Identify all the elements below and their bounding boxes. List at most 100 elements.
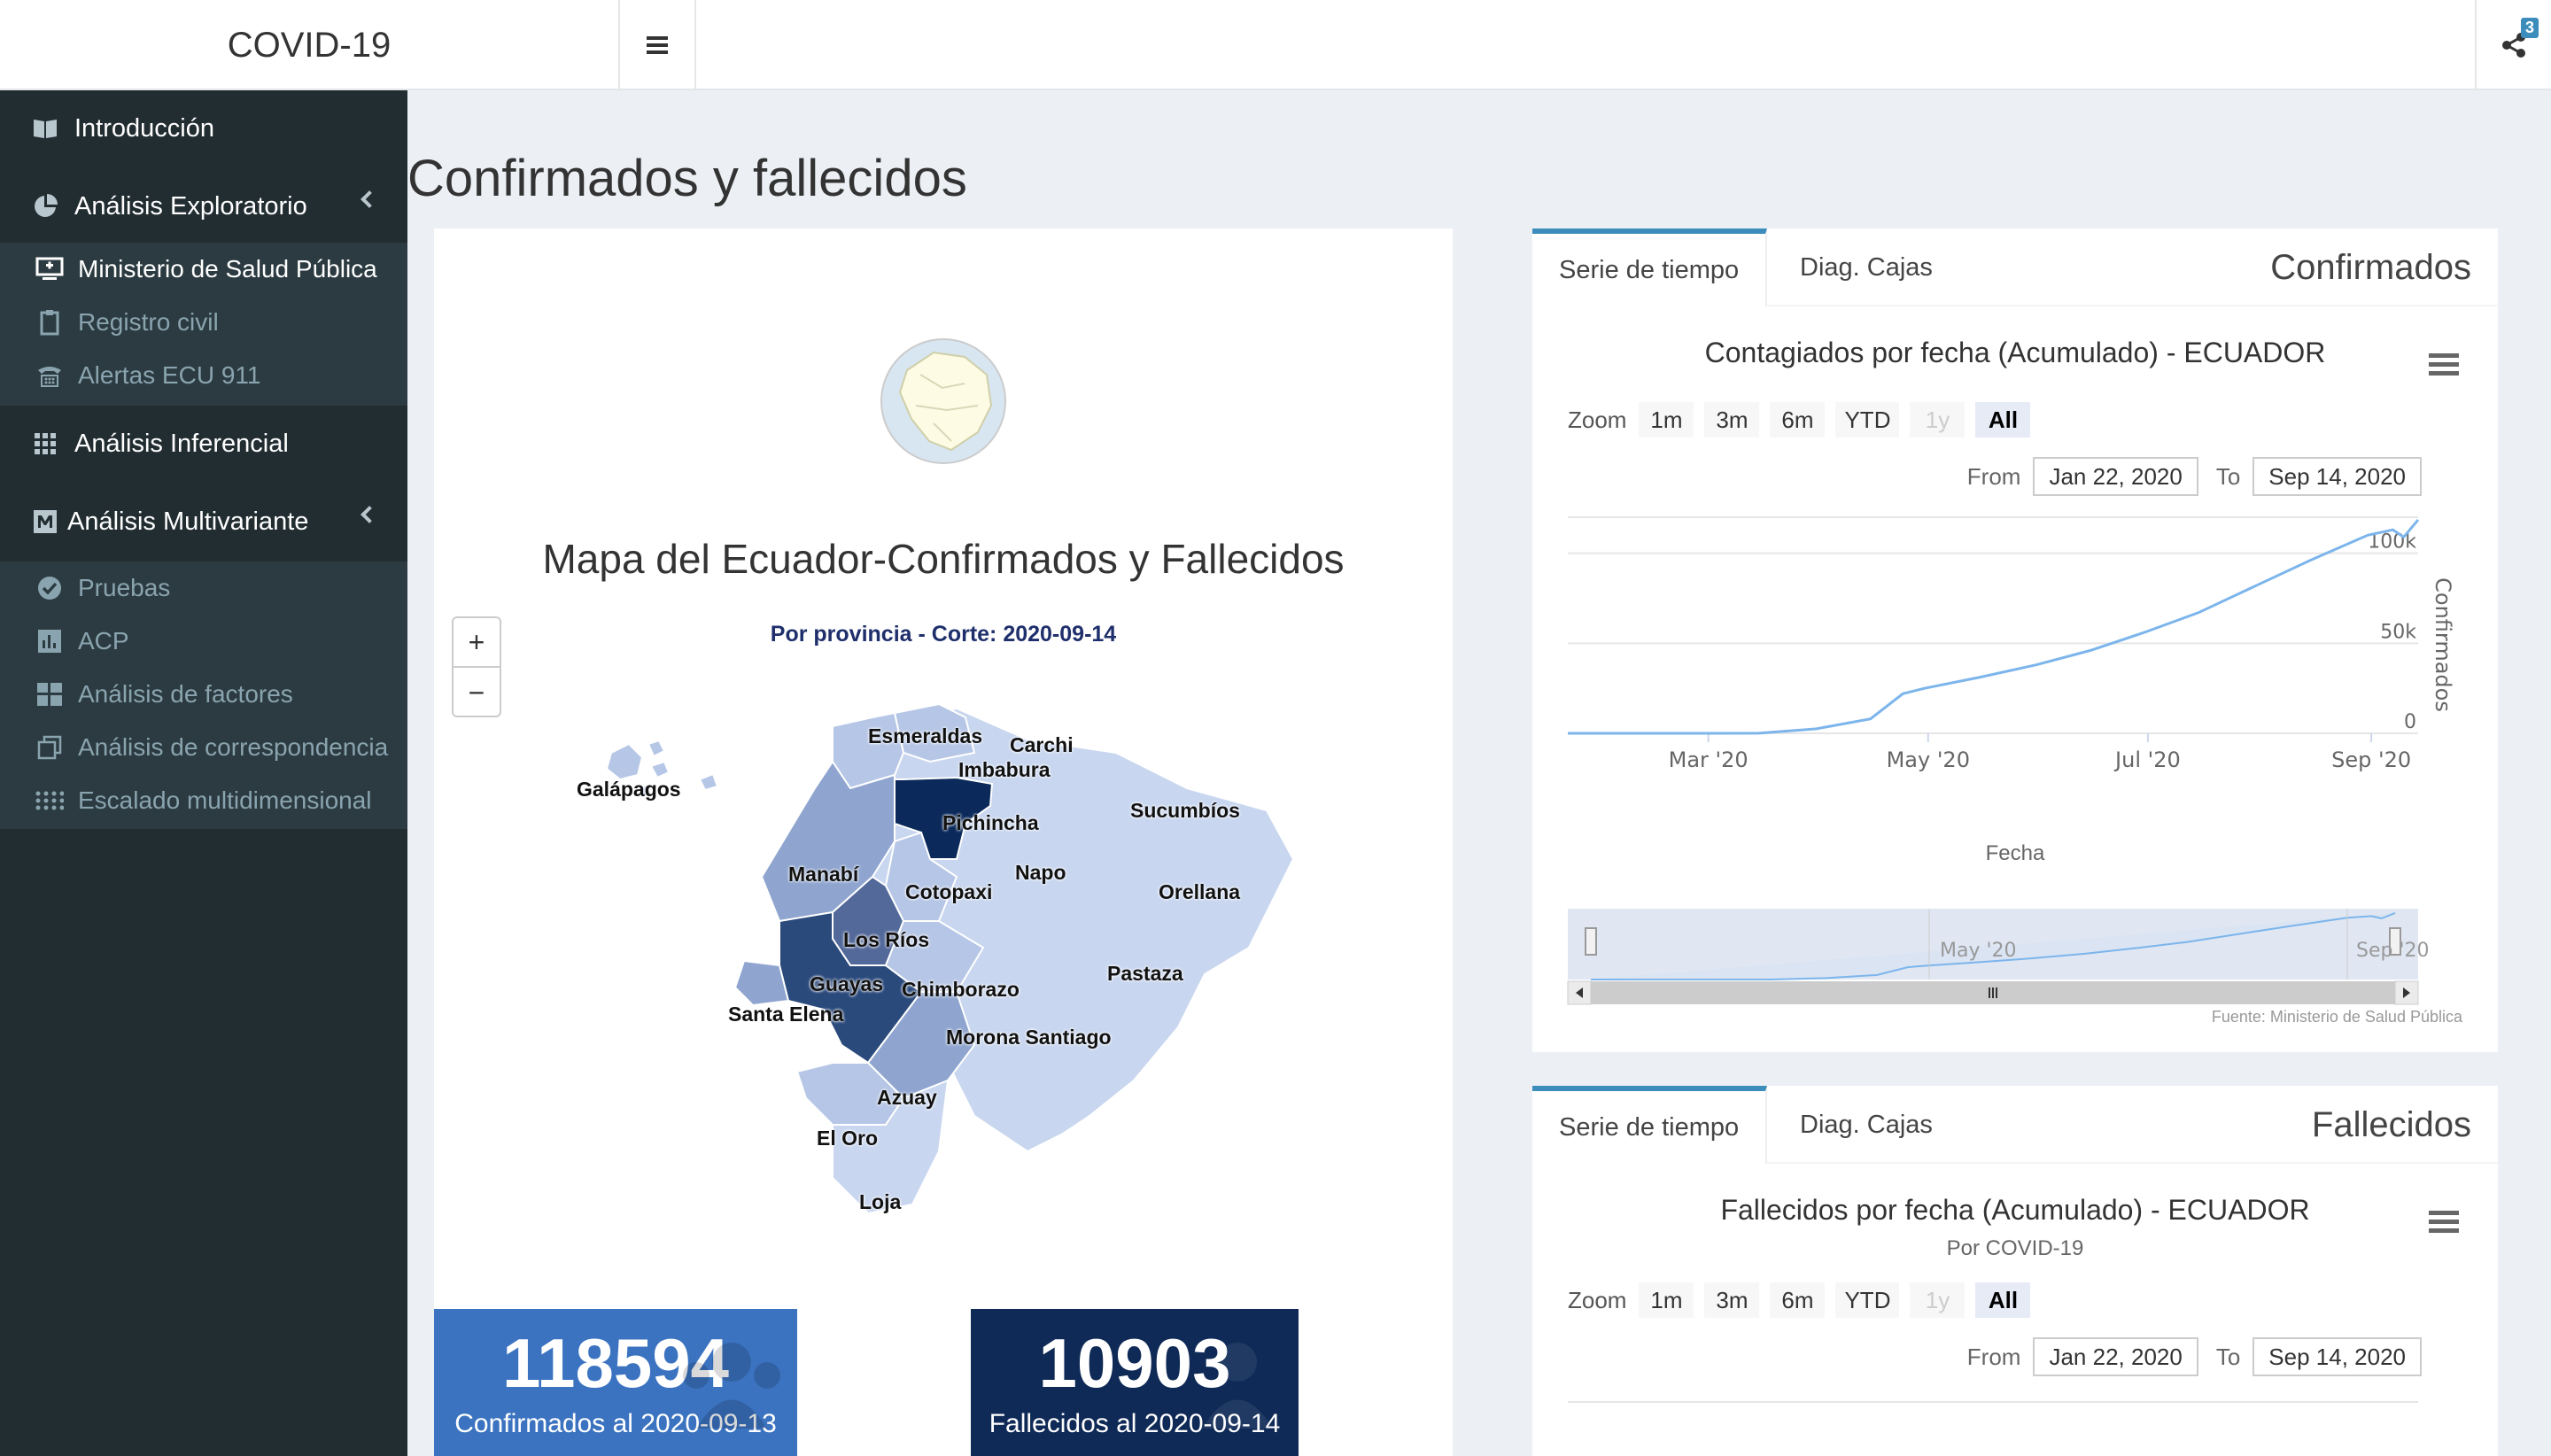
sidebar-item-label: Escalado multidimensional [78, 786, 372, 814]
zoom-ytd-button[interactable]: YTD [1835, 402, 1900, 438]
y-tick-label: 100k [2368, 531, 2416, 554]
zoom-1y-button[interactable]: 1y [1910, 402, 1966, 438]
tab-bar: Serie de tiempo Diag. Cajas Confirmados [1532, 228, 2498, 306]
to-label: To [2215, 1343, 2241, 1370]
sidebar-item-pruebas[interactable]: Pruebas [0, 561, 407, 615]
sidebar-item-ministerio-salud[interactable]: Ministerio de Salud Pública [0, 243, 407, 296]
chevron-left-icon [361, 190, 378, 208]
sidebar-item-label: ACP [78, 627, 129, 654]
sidebar-item-alertas-ecu911[interactable]: Alertas ECU 911 [0, 349, 407, 402]
to-label: To [2215, 462, 2241, 490]
chart-credits[interactable]: Fuente: Ministerio de Salud Pública [2211, 1008, 2462, 1026]
zoom-all-button[interactable]: All [1975, 402, 2031, 438]
tab-serie-de-tiempo[interactable]: Serie de tiempo [1532, 1086, 1768, 1164]
clone-icon [35, 733, 64, 762]
sidebar-item-analisis-inferencial[interactable]: Análisis Inferencial [0, 413, 407, 475]
check-circle-icon [35, 574, 64, 602]
province-label: Galápagos [577, 778, 681, 801]
province-label: Cotopaxi [905, 880, 993, 903]
tab-serie-de-tiempo[interactable]: Serie de tiempo [1532, 228, 1768, 306]
province-label: Guayas [810, 972, 884, 995]
province-label: Sucumbíos [1130, 799, 1240, 822]
province-label: Orellana [1159, 880, 1241, 903]
sidebar-toggle-button[interactable] [620, 0, 696, 90]
tab-diag-cajas[interactable]: Diag. Cajas [1800, 252, 1933, 282]
sidebar-item-label: Introducción [74, 113, 214, 143]
x-tick-label: Sep '20 [2331, 747, 2411, 772]
zoom-ytd-button[interactable]: YTD [1835, 1282, 1900, 1318]
province-label: Pichincha [942, 811, 1039, 834]
map-subtitle: Por provincia - Corte: 2020-09-14 [770, 622, 1117, 647]
zoom-1m-button[interactable]: 1m [1639, 1282, 1694, 1318]
navigator-left-handle[interactable] [1585, 927, 1597, 956]
map-zoom-control: + − [452, 616, 501, 717]
tab-bar: Serie de tiempo Diag. Cajas Fallecidos [1532, 1086, 2498, 1164]
zoom-6m-button[interactable]: 6m [1770, 1282, 1826, 1318]
sidebar-item-label: Análisis Exploratorio [74, 191, 307, 221]
province-label: Carchi [1010, 733, 1074, 756]
share-button[interactable]: 3 [2475, 0, 2551, 90]
navigator-label: Sep '20 [2356, 940, 2430, 962]
clipboard-icon [35, 308, 64, 337]
top-navbar: COVID-19 3 [0, 0, 2551, 90]
zoom-3m-button[interactable]: 3m [1704, 402, 1760, 438]
from-date-input[interactable]: Jan 22, 2020 [2033, 1337, 2198, 1376]
date-range: From Jan 22, 2020 To Sep 14, 2020 [1967, 1337, 2422, 1376]
range-selector: Zoom 1m 3m 6m YTD 1y All [1568, 402, 2041, 438]
bar-chart-icon [35, 627, 64, 655]
sidebar-item-label: Análisis Multivariante [67, 507, 309, 536]
chart-menu-icon[interactable] [2429, 349, 2459, 380]
zoom-1y-button[interactable]: 1y [1910, 1282, 1966, 1318]
grid-icon [30, 429, 60, 459]
sidebar-item-acp[interactable]: ACP [0, 615, 407, 668]
zoom-label: Zoom [1568, 406, 1627, 433]
deaths-value-box: 10903 Fallecidos al 2020-09-14 [971, 1309, 1299, 1456]
chart-menu-icon[interactable] [2429, 1206, 2459, 1237]
sidebar-item-label: Alertas ECU 911 [78, 361, 261, 389]
province-label: Esmeraldas [868, 724, 983, 747]
share-icon [2502, 33, 2525, 58]
sidebar-item-analisis-correspondencia[interactable]: Análisis de correspondencia [0, 721, 407, 774]
navigator-right-handle[interactable] [2389, 927, 2401, 956]
sidebar-item-escalado-multidimensional[interactable]: Escalado multidimensional [0, 774, 407, 827]
map-zoom-in-button[interactable]: + [454, 618, 500, 668]
from-date-input[interactable]: Jan 22, 2020 [2033, 457, 2198, 496]
zoom-3m-button[interactable]: 3m [1704, 1282, 1760, 1318]
x-tick-label: May '20 [1887, 747, 1970, 772]
sidebar-item-analisis-multivariante[interactable]: Análisis Multivariante [0, 491, 407, 553]
dots-icon [35, 786, 64, 815]
zoom-1m-button[interactable]: 1m [1639, 402, 1694, 438]
card-title: Confirmados [2270, 248, 2471, 287]
y-tick-label: 50k [2380, 621, 2416, 643]
to-date-input[interactable]: Sep 14, 2020 [2252, 1337, 2422, 1376]
sidebar-item-introduccion[interactable]: Introducción [0, 97, 407, 159]
province-label: Manabí [788, 863, 859, 886]
confirmed-line-chart[interactable]: 0 50k 100k Mar '20 May '20 Jul '20 Sep '20 Co… [1532, 512, 2498, 1043]
to-date-input[interactable]: Sep 14, 2020 [2252, 457, 2422, 496]
chart-title: Fallecidos por fecha (Acumulado) - ECUAD… [1720, 1194, 2310, 1226]
phone-icon [35, 361, 64, 390]
chevron-left-icon [361, 506, 378, 523]
chart-top-gridline [1568, 1401, 2418, 1403]
hamburger-icon [647, 33, 668, 58]
th-large-icon [35, 680, 64, 709]
navigator-mask [1568, 909, 2418, 980]
sidebar-item-analisis-factores[interactable]: Análisis de factores [0, 668, 407, 721]
province-galapagos [605, 739, 719, 799]
confirmed-caption: Confirmados al 2020-09-13 [454, 1409, 777, 1438]
x-axis-title: Fecha [1985, 841, 2045, 865]
zoom-label: Zoom [1568, 1286, 1627, 1313]
tab-diag-cajas[interactable]: Diag. Cajas [1800, 1110, 1933, 1139]
province-santa-elena [733, 959, 790, 1007]
sidebar-item-registro-civil[interactable]: Registro civil [0, 296, 407, 349]
ecuador-province-map[interactable] [567, 655, 1311, 1293]
province-label: Imbabura [958, 758, 1051, 781]
map-zoom-out-button[interactable]: − [468, 676, 485, 709]
app-title[interactable]: COVID-19 [0, 0, 620, 90]
zoom-6m-button[interactable]: 6m [1770, 402, 1826, 438]
book-icon [30, 113, 60, 143]
sidebar-item-analisis-exploratorio[interactable]: Análisis Exploratorio [0, 175, 407, 237]
zoom-all-button[interactable]: All [1975, 1282, 2031, 1318]
deaths-count: 10903 [1038, 1324, 1231, 1402]
share-count-badge: 3 [2520, 18, 2539, 38]
